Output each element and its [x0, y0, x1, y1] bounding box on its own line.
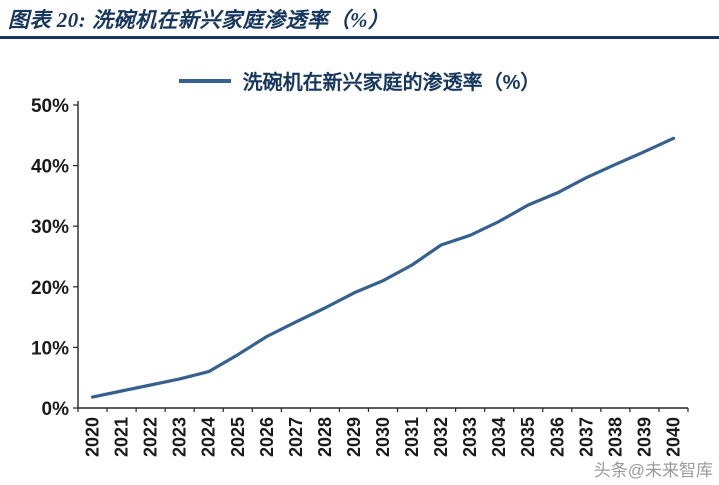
x-axis-tick-label: 2021 [112, 417, 132, 457]
x-axis-tick-label: 2026 [257, 417, 277, 457]
y-axis-tick-label: 0% [42, 399, 70, 420]
legend-label: 洗碗机在新兴家庭的渗透率（%） [242, 72, 541, 94]
x-axis-tick-label: 2031 [402, 417, 422, 457]
x-axis-tick-label: 2023 [170, 417, 190, 457]
x-axis-tick-label: 2039 [634, 417, 654, 457]
x-axis-tick-label: 2032 [431, 417, 451, 457]
line-chart-canvas: 0% 10% 20% 30% 40% 50% 2020 2021 2022 2023 2024 202… [31, 96, 689, 457]
y-axis-tick-label: 40% [31, 157, 69, 178]
x-axis-tick-label: 2033 [460, 417, 480, 457]
chart-legend: 洗碗机在新兴家庭的渗透率（%） [0, 66, 719, 95]
x-axis-tick-label: 2038 [605, 417, 625, 457]
legend-line-swatch [178, 78, 231, 83]
figure-title: 图表 20: 洗碗机在新兴家庭渗透率（%） [8, 8, 390, 32]
x-axis-tick-label: 2028 [315, 417, 335, 457]
y-axis-tick-label: 30% [31, 217, 69, 238]
x-axis-tick-label: 2022 [141, 417, 161, 457]
x-axis-tick-label: 2027 [286, 417, 306, 457]
x-axis-tick-label: 2025 [228, 417, 248, 457]
x-axis-tick-label: 2024 [199, 417, 219, 457]
y-axis-tick-label: 20% [31, 278, 69, 299]
x-axis-tick-label: 2030 [373, 417, 393, 457]
y-axis-tick-label: 50% [31, 96, 69, 117]
x-axis-tick-label: 2037 [576, 417, 596, 457]
x-axis-tick-label: 2034 [489, 417, 509, 457]
line-chart: 0% 10% 20% 30% 40% 50% 2020 2021 2022 2023 2024 202… [0, 95, 719, 485]
title-underline [0, 36, 719, 39]
x-axis-tick-label: 2035 [518, 417, 538, 457]
x-axis-tick-label: 2040 [663, 417, 683, 457]
penetration-rate-series-line [90, 136, 676, 399]
x-axis-tick-label: 2029 [344, 417, 364, 457]
y-axis-tick-label: 10% [31, 338, 69, 359]
x-axis-tick-label: 2036 [547, 417, 567, 457]
watermark: 头条@未来智库 [589, 456, 713, 481]
x-axis-tick-label: 2020 [83, 417, 103, 457]
